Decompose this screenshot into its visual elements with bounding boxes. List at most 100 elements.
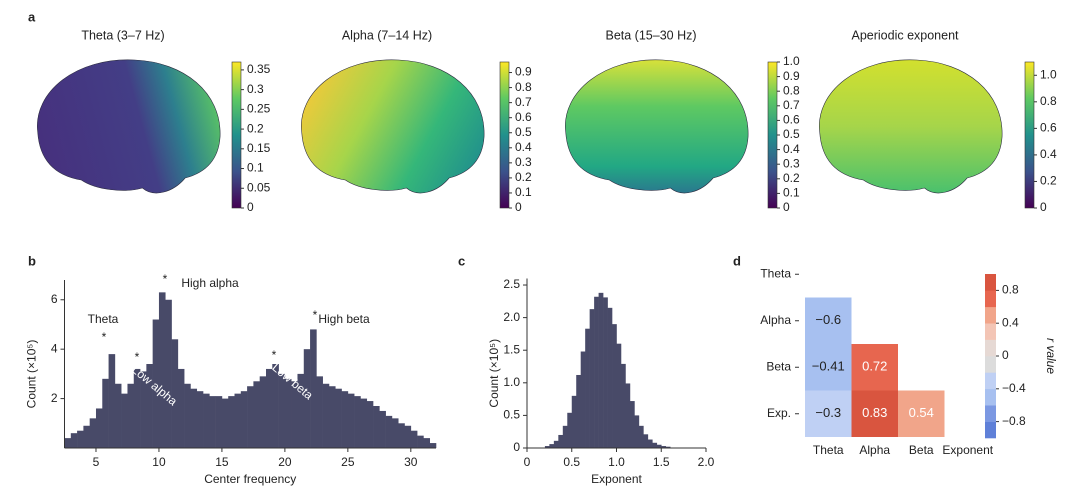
- colorbar: [499, 61, 510, 209]
- cell-label: −0.3: [815, 405, 841, 420]
- histogram-bar: [77, 430, 84, 448]
- heatmap-cell: [805, 390, 852, 437]
- panel-title: Aperiodic exponent: [851, 28, 959, 42]
- column-label: Theta: [813, 443, 844, 457]
- colorbar-segment: [985, 421, 996, 439]
- x-tick-label: 10: [152, 455, 166, 469]
- annotation: *: [313, 308, 318, 322]
- histogram-bar: [347, 393, 355, 448]
- x-tick-label: 0: [524, 455, 531, 469]
- histogram-bar: [127, 383, 135, 448]
- panel-letter: b: [28, 253, 36, 268]
- x-tick-label: 25: [341, 455, 355, 469]
- colorbar-tick-label: 0.6: [783, 113, 800, 127]
- histogram-bar: [360, 398, 368, 448]
- y-tick-label: 2.0: [503, 310, 520, 324]
- histogram-bar: [240, 391, 248, 448]
- histogram-bar: [152, 319, 160, 448]
- histogram-bar: [89, 418, 97, 448]
- brain-surface: [819, 59, 1003, 194]
- colorbar-tick-label: 0.1: [515, 185, 532, 199]
- colorbar-tick-label: 0.35: [247, 62, 271, 76]
- histogram-bar: [114, 383, 122, 448]
- histogram-bar: [598, 292, 604, 448]
- column-label: Alpha: [859, 443, 890, 457]
- colorbar-tick-label: 0.6: [515, 110, 532, 124]
- colorbar-tick-label: −0.8: [1002, 414, 1026, 428]
- colorbar-tick-label: 0.3: [247, 82, 264, 96]
- histogram-bar: [549, 444, 555, 448]
- y-tick-label: 2.5: [503, 277, 520, 291]
- histogram-bar: [259, 376, 267, 448]
- x-tick-label: 15: [215, 455, 229, 469]
- histogram-bar: [272, 364, 279, 448]
- x-tick-label: 5: [93, 455, 100, 469]
- histogram-bar: [638, 425, 644, 448]
- histogram-bar: [209, 396, 216, 448]
- colorbar-tick-label: 0.9: [783, 69, 800, 83]
- colorbar-tick-label: 0.4: [1002, 315, 1019, 329]
- histogram-bar: [203, 393, 210, 448]
- histogram-bar: [335, 388, 342, 448]
- histogram-bar: [404, 425, 412, 448]
- colorbar-segment: [985, 339, 996, 357]
- histogram-bar: [661, 446, 667, 448]
- histogram-bar: [265, 368, 273, 448]
- colorbar-tick-label: 0: [247, 200, 254, 214]
- colorbar-tick-label: 0: [1040, 200, 1047, 214]
- histogram-bar: [544, 446, 550, 448]
- x-axis-label: Exponent: [591, 472, 642, 486]
- histogram-bar: [616, 343, 622, 448]
- histogram-bar: [328, 386, 336, 448]
- histogram-bar: [310, 329, 317, 448]
- colorbar-tick-label: 0.15: [247, 141, 271, 155]
- histogram-bar: [607, 307, 613, 448]
- colorbar-tick-label: 0.1: [247, 161, 264, 175]
- x-tick-label: 20: [278, 455, 292, 469]
- colorbar-tick-label: 0.4: [1040, 147, 1057, 161]
- colorbar-tick-label: 0.4: [515, 140, 532, 154]
- histogram-bar: [121, 393, 128, 448]
- histogram-bar: [70, 433, 78, 448]
- colorbar-label: r value: [1044, 338, 1058, 374]
- histogram-bar: [580, 351, 586, 448]
- colorbar-segment: [985, 290, 996, 308]
- x-tick-label: 2.0: [698, 455, 715, 469]
- histogram-bar: [102, 378, 109, 448]
- annotation: *: [102, 330, 107, 344]
- heatmap-cell: [805, 344, 852, 391]
- annotation: High alpha: [181, 276, 239, 290]
- colorbar-tick-label: 0.7: [783, 98, 800, 112]
- histogram-bar: [391, 418, 399, 448]
- panel-letter: c: [458, 253, 465, 268]
- colorbar-tick-label: 0.2: [247, 121, 264, 135]
- histogram-bar: [417, 435, 424, 448]
- histogram-bar: [379, 410, 386, 448]
- colorbar-segment: [985, 356, 996, 373]
- panel-letter: d: [733, 253, 741, 268]
- heatmap-cell: [805, 297, 852, 344]
- x-tick-label: 30: [404, 455, 418, 469]
- histogram-bar: [297, 373, 305, 448]
- histogram-bar: [429, 443, 437, 448]
- panel-title: Alpha (7–14 Hz): [342, 28, 432, 42]
- histogram-bar: [665, 446, 671, 448]
- y-tick-label: 1.0: [503, 375, 520, 389]
- histogram-bar: [215, 396, 223, 448]
- annotation: *: [272, 348, 277, 362]
- row-label: Alpha: [760, 313, 791, 327]
- colorbar-segment: [985, 372, 996, 390]
- histogram-bar: [171, 339, 179, 448]
- histogram-bar: [278, 373, 286, 448]
- histogram-bar: [291, 381, 298, 448]
- histogram-bar: [341, 391, 349, 448]
- annotation: *: [163, 272, 168, 286]
- y-tick-label: 1.5: [503, 342, 520, 356]
- colorbar-tick-label: 0.3: [515, 155, 532, 169]
- histogram-bar: [253, 381, 260, 448]
- histogram-bar: [553, 440, 559, 448]
- histogram-bar: [228, 396, 235, 448]
- colorbar-tick-label: 0.6: [1040, 121, 1057, 135]
- histogram-bar: [603, 297, 608, 448]
